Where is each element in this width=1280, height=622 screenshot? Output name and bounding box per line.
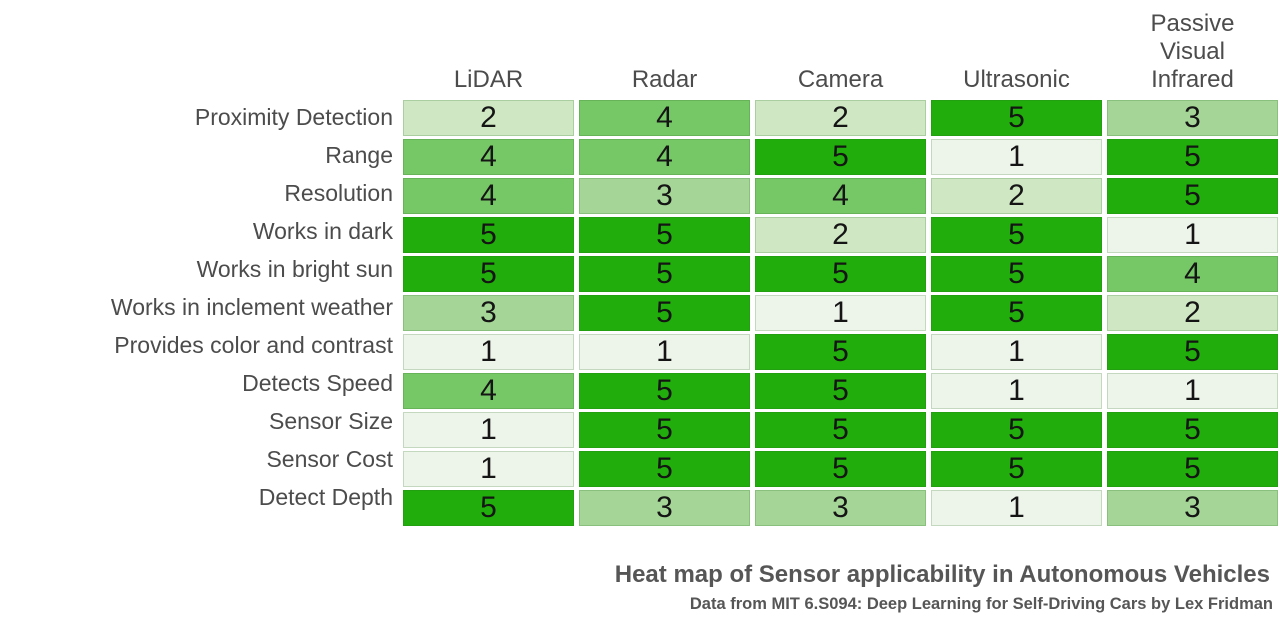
- heatmap-cell: 5: [755, 373, 926, 409]
- heatmap-cell: 3: [1107, 490, 1278, 526]
- heatmap-cell: 1: [931, 373, 1102, 409]
- column-header: Passive Visual Infrared: [1150, 9, 1235, 93]
- heatmap-cell: 1: [579, 334, 750, 370]
- heatmap-cell: 1: [403, 334, 574, 370]
- heatmap-cell: 2: [755, 217, 926, 253]
- row-label: Works in inclement weather: [110, 294, 393, 320]
- heatmap-cell: 3: [1107, 100, 1278, 136]
- heatmap-cell: 2: [403, 100, 574, 136]
- heatmap-cell: 4: [403, 178, 574, 214]
- heatmap-cell: 5: [1107, 412, 1278, 448]
- heatmap-cell: 3: [579, 178, 750, 214]
- heatmap-cell: 1: [1107, 217, 1278, 253]
- heatmap-cell: 4: [755, 178, 926, 214]
- heatmap-cell: 5: [755, 412, 926, 448]
- heatmap-cell: 1: [931, 334, 1102, 370]
- column-headers: LiDAR Radar Camera Ultrasonic Passive Visual…: [403, 0, 1278, 97]
- heatmap-cell: 4: [403, 373, 574, 409]
- heatmap-cell: 5: [403, 217, 574, 253]
- column-header: LiDAR: [453, 65, 524, 93]
- heatmap-cell: 5: [931, 100, 1102, 136]
- heatmap-cell: 5: [579, 256, 750, 292]
- heatmap-cell: 5: [755, 139, 926, 175]
- heatmap-cell: 5: [579, 412, 750, 448]
- heatmap-cell: 2: [931, 178, 1102, 214]
- row-label: Detect Depth: [258, 484, 393, 510]
- heatmap-cell: 5: [1107, 451, 1278, 487]
- row-label: Sensor Size: [268, 408, 393, 434]
- column-header: Radar: [631, 65, 698, 93]
- heatmap-cell: 5: [931, 412, 1102, 448]
- heatmap-cell: 4: [579, 100, 750, 136]
- heatmap-cell: 1: [403, 451, 574, 487]
- row-label: Sensor Cost: [266, 446, 393, 472]
- row-label: Resolution: [284, 180, 393, 206]
- heatmap-cell: 5: [755, 256, 926, 292]
- heatmap-cell: 1: [931, 490, 1102, 526]
- row-label: Provides color and contrast: [114, 332, 393, 358]
- heatmap-cell: 5: [579, 451, 750, 487]
- row-label: Works in bright sun: [196, 256, 393, 282]
- heatmap-cell: 5: [931, 451, 1102, 487]
- heatmap-cell: 5: [1107, 139, 1278, 175]
- heatmap-cell: 3: [755, 490, 926, 526]
- heatmap-cell: 1: [755, 295, 926, 331]
- row-label: Range: [325, 142, 393, 168]
- heatmap-cell: 5: [1107, 334, 1278, 370]
- heatmap-cell: 4: [403, 139, 574, 175]
- heatmap-cell: 3: [579, 490, 750, 526]
- heatmap-cell: 1: [1107, 373, 1278, 409]
- row-label: Proximity Detection: [194, 104, 393, 130]
- heatmap-cell: 5: [579, 295, 750, 331]
- heatmap-cell: 5: [579, 217, 750, 253]
- heatmap-cell: 2: [755, 100, 926, 136]
- row-label: Detects Speed: [242, 370, 393, 396]
- heatmap-cell: 5: [931, 256, 1102, 292]
- heatmap-cell: 1: [931, 139, 1102, 175]
- heatmap-cell: 5: [755, 451, 926, 487]
- heatmap-cell: 5: [931, 295, 1102, 331]
- row-labels: Proximity Detection Range Resolution Works …: [0, 100, 398, 515]
- chart-subtitle: Data from MIT 6.S094: Deep Learning for …: [689, 595, 1273, 613]
- heatmap-cell: 5: [755, 334, 926, 370]
- heatmap-cell: 5: [931, 217, 1102, 253]
- heatmap-cell: 5: [1107, 178, 1278, 214]
- column-header: Ultrasonic: [963, 65, 1070, 93]
- heatmap-cell: 4: [1107, 256, 1278, 292]
- heatmap-cell: 1: [403, 412, 574, 448]
- heatmap-cell: 5: [403, 490, 574, 526]
- column-header: Camera: [797, 65, 884, 93]
- heatmap-cell: 4: [579, 139, 750, 175]
- chart-title: Heat map of Sensor applicability in Auto…: [614, 561, 1270, 588]
- heatmap-cell: 2: [1107, 295, 1278, 331]
- heatmap-cell: 3: [403, 295, 574, 331]
- heatmap-cell: 5: [579, 373, 750, 409]
- heatmap-cell: 5: [403, 256, 574, 292]
- row-label: Works in dark: [252, 218, 393, 244]
